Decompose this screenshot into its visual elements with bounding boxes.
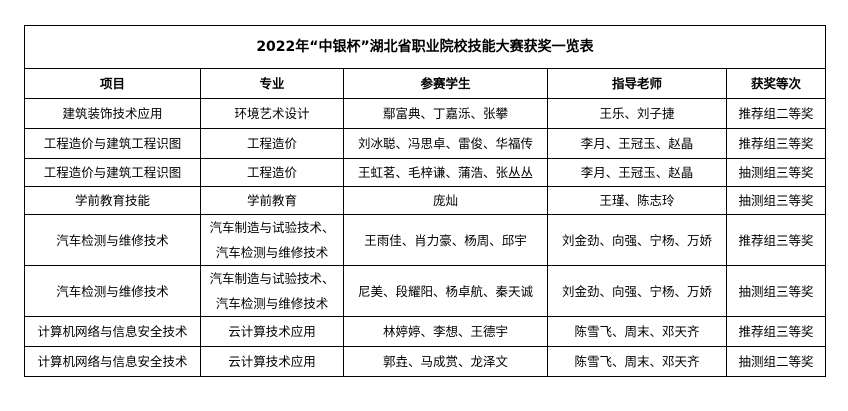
major-line: 环境艺术设计: [234, 106, 310, 121]
cell-major: 工程造价: [200, 128, 344, 159]
cell-award: 抽测组二等奖: [725, 346, 827, 377]
cell-major: 汽车制造与试验技术、 汽车检测与维修技术: [200, 265, 344, 317]
table-row: 计算机网络与信息安全技术 云计算技术应用 郭垚、马成赏、龙泽文 陈雪飞、周末、邓天齐抽…: [24, 346, 827, 377]
header-row: 项目 专业 参赛学生 指导老师 获奖等次: [24, 68, 827, 99]
cell-students: 王雨佳、肖力豪、杨周、邱宇: [343, 214, 548, 266]
major-line: 汽车制造与试验技术、: [209, 271, 335, 286]
cell-award: 推荐组二等奖: [725, 98, 827, 129]
cell-students: 刘冰聪、冯思卓、雷俊、华福传: [343, 128, 548, 159]
major-line: 汽车检测与维修技术: [215, 296, 329, 311]
cell-project: 计算机网络与信息安全技术: [24, 346, 201, 377]
table-row: 汽车检测与维修技术 汽车制造与试验技术、 汽车检测与维修技术 尼美、段耀阳、杨卓航、秦…: [24, 265, 827, 317]
cell-students: 王虹茗、毛梓谦、蒲浩、张丛丛: [343, 158, 548, 187]
cell-students: 林婷婷、李想、王德宇: [343, 316, 548, 347]
table-title: 2022年“中银杯”湖北省职业院校技能大赛获奖一览表: [23, 25, 827, 69]
cell-project: 学前教育技能: [24, 186, 201, 215]
cell-teachers: 陈雪飞、周末、邓天齐: [547, 346, 727, 377]
cell-project: 建筑装饰技术应用: [24, 98, 201, 129]
table-row: 建筑装饰技术应用 环境艺术设计 鄢富典、丁嘉泺、张攀 王乐、刘子捷 推荐组二等奖: [24, 98, 827, 129]
cell-award: 推荐组三等奖: [725, 214, 827, 266]
cell-teachers: 李月、王冠玉、赵晶: [547, 158, 727, 187]
cell-teachers: 刘金劲、向强、宁杨、万娇: [547, 214, 727, 266]
cell-teachers: 陈雪飞、周末、邓天齐: [547, 316, 727, 347]
cell-major: 环境艺术设计: [200, 98, 344, 129]
major-line: 云计算技术应用: [228, 354, 316, 369]
cell-award: 抽测组三等奖: [725, 265, 827, 317]
cell-students: 鄢富典、丁嘉泺、张攀: [343, 98, 548, 129]
col-header-students: 参赛学生: [343, 68, 548, 99]
cell-project: 计算机网络与信息安全技术: [24, 316, 201, 347]
table-row: 工程造价与建筑工程识图 工程造价 王虹茗、毛梓谦、蒲浩、张丛丛 李月、王冠玉、赵晶 抽测…: [24, 158, 827, 187]
cell-project: 工程造价与建筑工程识图: [24, 158, 201, 187]
cell-teachers: 王乐、刘子捷: [547, 98, 727, 129]
cell-major: 学前教育: [200, 186, 344, 215]
table-row: 汽车检测与维修技术 汽车制造与试验技术、 汽车检测与维修技术 王雨佳、肖力豪、杨周、邱…: [24, 214, 827, 266]
major-line: 学前教育: [246, 193, 297, 208]
cell-teachers: 王瑾、陈志玲: [547, 186, 727, 215]
major-line: 云计算技术应用: [228, 324, 316, 339]
cell-major: 汽车制造与试验技术、 汽车检测与维修技术: [200, 214, 344, 266]
cell-students: 郭垚、马成赏、龙泽文: [343, 346, 548, 377]
cell-project: 工程造价与建筑工程识图: [24, 128, 201, 159]
cell-project: 汽车检测与维修技术: [24, 265, 201, 317]
cell-major: 工程造价: [200, 158, 344, 187]
cell-project: 汽车检测与维修技术: [24, 214, 201, 266]
cell-award: 抽测组三等奖: [725, 158, 827, 187]
major-line: 汽车制造与试验技术、: [209, 220, 335, 235]
col-header-project: 项目: [24, 68, 201, 99]
cell-teachers: 李月、王冠玉、赵晶: [547, 128, 727, 159]
cell-students: 庞灿: [343, 186, 548, 215]
table-row: 计算机网络与信息安全技术 云计算技术应用 林婷婷、李想、王德宇 陈雪飞、周末、邓天齐推…: [24, 316, 827, 347]
table-row: 学前教育技能 学前教育 庞灿 王瑾、陈志玲 抽测组三等奖: [24, 186, 827, 215]
cell-award: 推荐组三等奖: [725, 316, 827, 347]
cell-major: 云计算技术应用: [200, 346, 344, 377]
cell-students: 尼美、段耀阳、杨卓航、秦天诚: [343, 265, 548, 317]
cell-award: 抽测组三等奖: [725, 186, 827, 215]
col-header-award: 获奖等次: [725, 68, 827, 99]
major-line: 工程造价: [246, 136, 297, 151]
table-row: 工程造价与建筑工程识图 工程造价 刘冰聪、冯思卓、雷俊、华福传 李月、王冠玉、赵晶 推荐…: [24, 128, 827, 159]
col-header-major: 专业: [200, 68, 344, 99]
cell-teachers: 刘金劲、向强、宁杨、万娇: [547, 265, 727, 317]
col-header-teachers: 指导老师: [547, 68, 727, 99]
cell-major: 云计算技术应用: [200, 316, 344, 347]
awards-table: 2022年“中银杯”湖北省职业院校技能大赛获奖一览表 项目 专业 参赛学生 指导…: [23, 25, 827, 377]
cell-award: 推荐组三等奖: [725, 128, 827, 159]
major-line: 工程造价: [246, 165, 297, 180]
major-line: 汽车检测与维修技术: [215, 245, 329, 260]
